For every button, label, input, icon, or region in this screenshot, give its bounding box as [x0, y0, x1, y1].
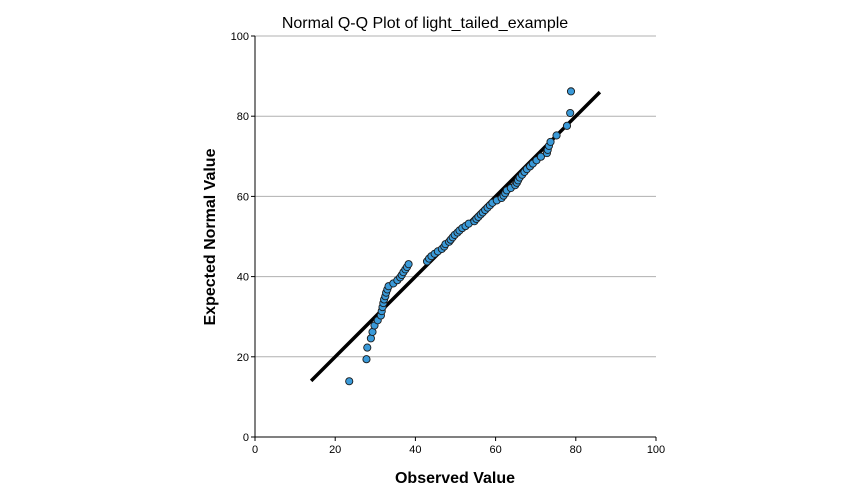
data-point	[566, 108, 575, 118]
data-point	[536, 152, 545, 161]
data-point	[546, 137, 555, 146]
x-tick-label: 100	[647, 444, 665, 456]
x-tick-label: 80	[570, 444, 582, 456]
x-tick-label: 0	[252, 444, 258, 456]
gridlines	[251, 35, 657, 441]
data-points	[345, 87, 576, 386]
chart-title: Normal Q-Q Plot of light_tailed_example	[282, 15, 568, 32]
y-tick-label: 80	[237, 111, 249, 123]
y-tick-label: 60	[237, 191, 249, 203]
data-point	[363, 343, 372, 352]
data-point	[404, 260, 413, 269]
x-tick-label: 20	[329, 444, 341, 456]
x-tick-label: 40	[409, 444, 421, 456]
x-tick-label: 60	[489, 444, 501, 456]
y-axis-title: Expected Normal Value	[202, 148, 219, 325]
data-point	[566, 87, 576, 96]
axes	[254, 36, 656, 438]
x-axis-title: Observed Value	[395, 470, 515, 487]
y-tick-label: 0	[243, 432, 249, 444]
y-tick-label: 20	[237, 352, 249, 364]
data-point	[362, 355, 371, 364]
data-point	[552, 131, 561, 140]
data-point	[345, 377, 354, 386]
y-tick-label: 100	[231, 31, 249, 43]
y-tick-label: 40	[237, 272, 249, 284]
data-point	[562, 121, 572, 130]
tick-labels: 0 20 40 60 80 100 0 20 40 60 80 100	[231, 31, 666, 456]
